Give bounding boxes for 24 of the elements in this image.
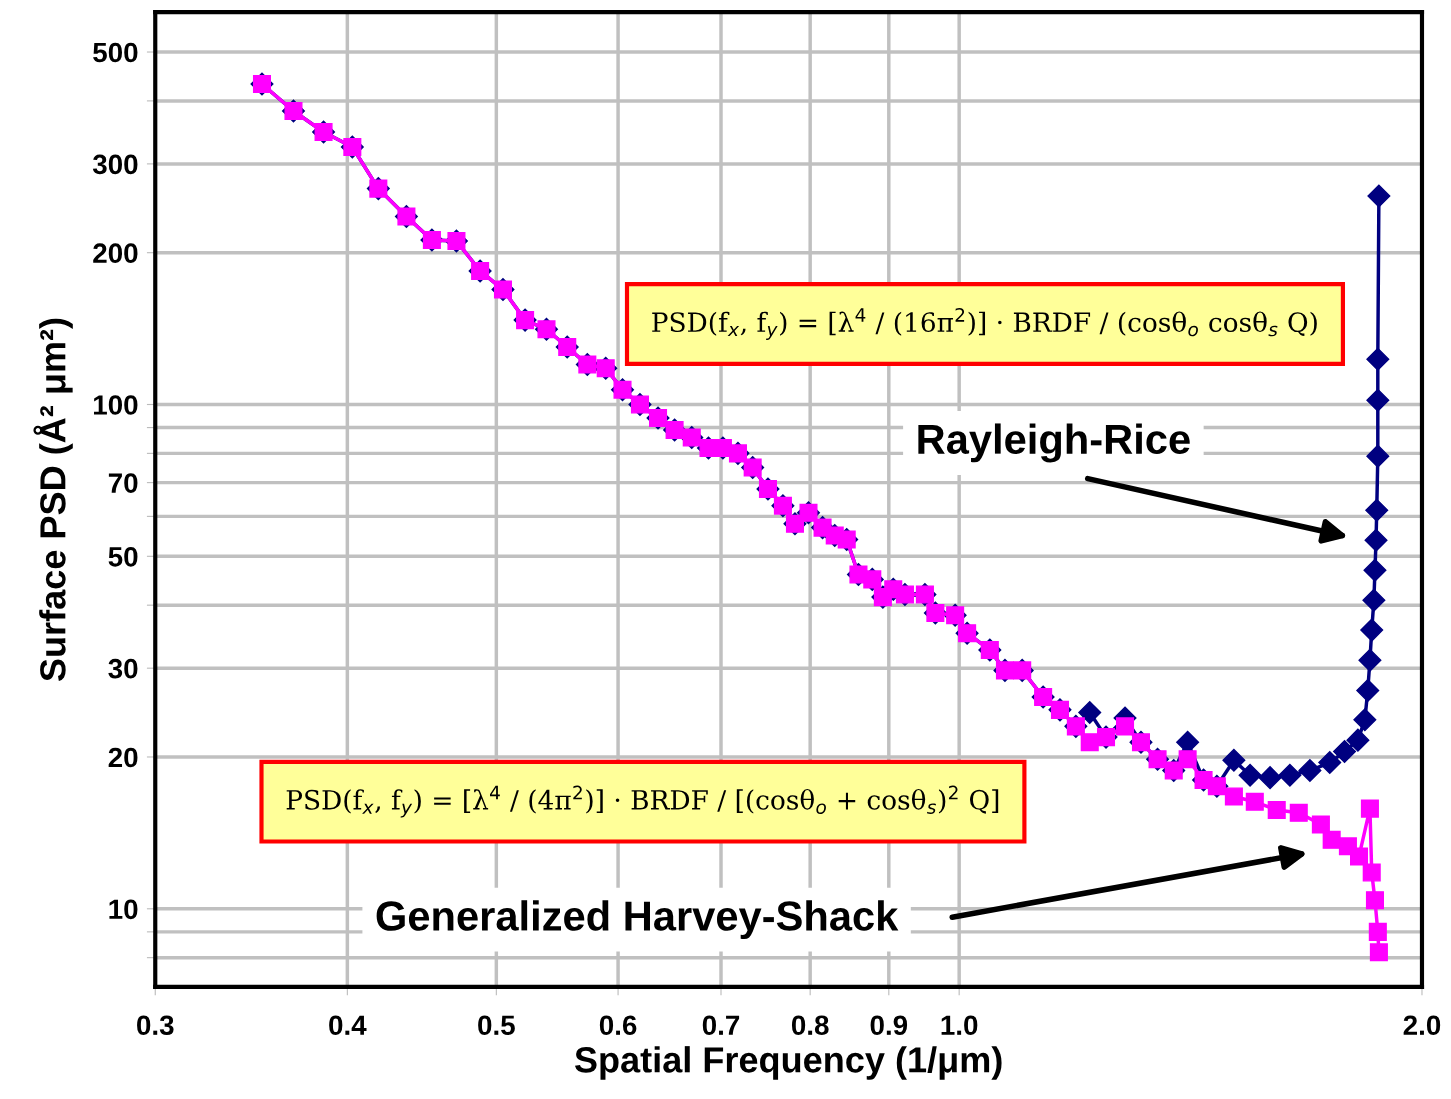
text: PSD(f$_{x}$, f$_{y}$) = [λ$^{4}$ / (4π$^{2}$)] · BRDF / [(cosθ$_{o}$ + cosθ$_{s}$)$^{2}$ Q]	[286, 785, 999, 818]
y-tick-label: 100	[94, 395, 138, 415]
annotation: Rayleigh-Rice	[918, 423, 1190, 463]
x-tick-label: 0.9	[870, 1015, 908, 1036]
y-tick-label: 70	[108, 473, 138, 493]
x-tick-label: 0.3	[137, 1015, 174, 1036]
x-tick-label: 0.6	[599, 1015, 637, 1036]
x-tick-label: 0.5	[478, 1015, 515, 1036]
y-tick-label: 300	[92, 154, 138, 175]
text: PSD(f$_{x}$, f$_{y}$) = [λ$^{4}$ / (16π$^{2}$)] · BRDF / (cosθ$_{o}$ cosθ$_{s}$ Q)	[652, 307, 1317, 340]
x-tick-label: 0.8	[791, 1015, 829, 1036]
y-tick-label: 20	[108, 747, 138, 768]
x-tick-label: 0.4	[329, 1015, 367, 1036]
y-tick-label: 30	[108, 658, 138, 679]
x-tick-label: 0.7	[702, 1015, 740, 1036]
x-tick-label: 1.0	[941, 1015, 978, 1036]
y-tick-label: 500	[93, 42, 138, 63]
x-axis-title: Spatial Frequency (1/μm)	[574, 1046, 1002, 1080]
y-tick-label: 10	[109, 899, 138, 920]
y-tick-label: 200	[93, 243, 138, 264]
x-tick-label: 2.0	[1403, 1015, 1441, 1036]
y-tick-label: 50	[108, 546, 138, 567]
annotation: Generalized Harvey-Shack	[376, 900, 899, 940]
y-axis-title: Surface PSD (Å² μm²)	[33, 318, 73, 682]
